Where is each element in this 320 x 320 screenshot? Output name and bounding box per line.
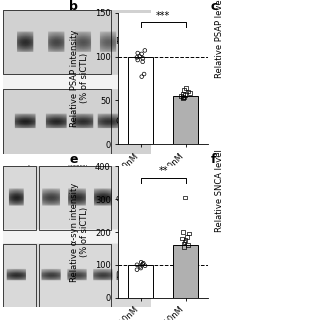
Point (141, 71, 147, 76)
Point (183, 85, 188, 91)
Text: Relative PSAP level: Relative PSAP level (215, 0, 224, 78)
Point (183, 195, 188, 200)
Point (134, 55, 140, 60)
Point (139, 74, 144, 79)
Point (137, 54, 142, 59)
Point (138, 264, 143, 269)
Bar (3, 166, 36, 230)
Bar (3, 244, 36, 307)
Point (180, 229, 186, 235)
Text: siΨΨΨΨ: siΨΨΨΨ (66, 165, 88, 170)
Text: PSAP: PSAP (49, 168, 68, 177)
Point (182, 239, 187, 244)
Point (139, 51, 144, 56)
Point (180, 96, 186, 101)
Text: e: e (69, 153, 78, 166)
Bar (3, 10, 111, 74)
Point (142, 263, 148, 268)
Text: L: L (8, 168, 12, 177)
Text: c: c (211, 0, 218, 13)
Text: siCTL: siCTL (11, 174, 29, 180)
Point (187, 231, 192, 236)
Bar (129, 265, 153, 298)
Point (183, 238, 188, 243)
Point (140, 59, 145, 64)
Text: Relative SNCA level: Relative SNCA level (215, 149, 224, 232)
Text: β-actin: β-actin (115, 271, 144, 280)
Text: GAPDH: GAPDH (115, 117, 145, 126)
Point (179, 236, 184, 241)
Point (182, 92, 188, 98)
Point (134, 262, 140, 268)
Text: L: L (28, 165, 32, 171)
Point (138, 266, 143, 271)
Point (186, 243, 191, 248)
Bar (173, 245, 198, 298)
Point (180, 92, 185, 97)
Point (181, 95, 186, 100)
Text: **: ** (158, 166, 168, 176)
Point (135, 51, 140, 56)
Text: 10nM: 10nM (40, 185, 61, 194)
Point (180, 94, 185, 99)
Point (181, 87, 187, 92)
Point (179, 93, 184, 99)
Bar (38, 244, 111, 307)
Point (181, 244, 186, 249)
Text: b: b (69, 0, 78, 13)
Text: PSAP: PSAP (115, 37, 136, 46)
Point (139, 260, 144, 265)
Text: 1: 1 (8, 180, 12, 186)
Point (186, 89, 191, 94)
Point (140, 56, 145, 61)
Point (141, 260, 146, 266)
Text: α-syn: α-syn (115, 194, 138, 203)
Point (142, 48, 148, 53)
Bar (38, 166, 111, 230)
Point (140, 261, 145, 267)
Text: f: f (211, 153, 216, 166)
Text: ***: *** (156, 11, 170, 21)
Point (181, 241, 186, 246)
Y-axis label: Relative α-syn intensity
(% of siCTL): Relative α-syn intensity (% of siCTL) (70, 182, 89, 282)
Bar (173, 96, 198, 144)
Point (135, 58, 140, 63)
Point (134, 267, 140, 272)
Y-axis label: Relative PSAP intensity
(% of siCTL): Relative PSAP intensity (% of siCTL) (70, 30, 90, 127)
Bar (3, 89, 111, 154)
Point (187, 91, 192, 96)
Text: si: si (40, 168, 46, 177)
Point (185, 234, 190, 239)
Bar (129, 57, 153, 144)
Text: siΨΨΨΨ: siΨΨΨΨ (36, 174, 58, 179)
